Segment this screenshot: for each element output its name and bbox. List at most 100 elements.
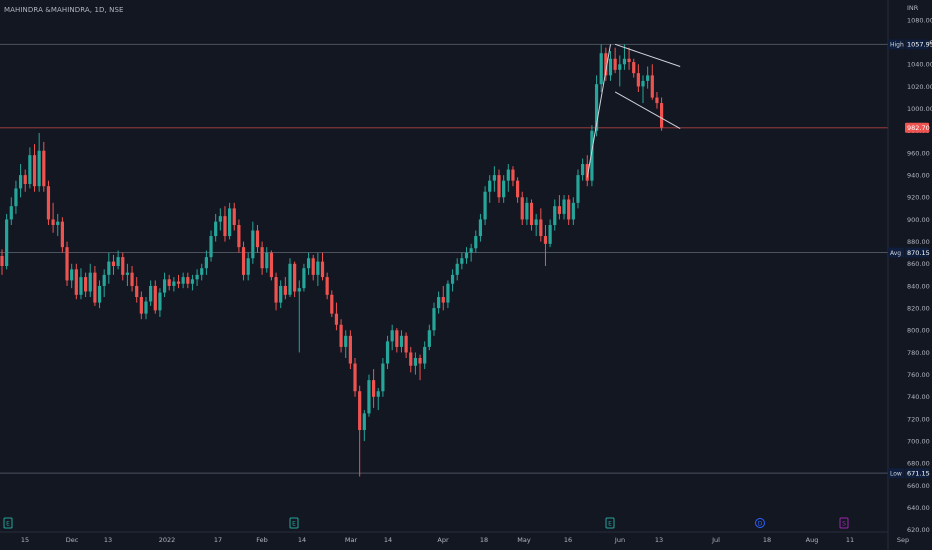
earnings-marker[interactable] [289, 517, 299, 529]
candle-body [581, 164, 585, 176]
candle-body [446, 283, 450, 303]
candle-body [395, 330, 399, 347]
dividend-marker[interactable] [755, 518, 765, 528]
candle-body [604, 53, 608, 76]
candle-body [358, 391, 362, 431]
x-tick-label: Jul [711, 536, 720, 544]
candle-body [618, 64, 622, 70]
candle-body [135, 285, 139, 298]
x-tick-label: 17 [214, 536, 222, 544]
chart-title: MAHINDRA &MAHINDRA, 1D, NSE [4, 6, 124, 14]
candle-body [5, 219, 9, 266]
candle-body [376, 391, 380, 397]
candle-body [497, 175, 501, 198]
trend-line[interactable] [614, 43, 681, 67]
earnings-marker-label: E [6, 520, 10, 527]
candle-body [367, 380, 371, 414]
candle-body [65, 247, 69, 281]
candle-body [265, 252, 269, 269]
candle-body [590, 130, 594, 181]
candle-body [153, 285, 157, 311]
x-tick-label: Dec [66, 536, 79, 544]
candle-body [279, 285, 283, 303]
candle-body [320, 261, 325, 278]
candle-body [311, 258, 315, 275]
candle-body [316, 261, 320, 275]
candle-body [543, 236, 548, 244]
candle-body [125, 272, 130, 275]
candle-body [84, 277, 88, 292]
candle-body [190, 279, 195, 284]
earnings-marker-label: E [292, 520, 296, 527]
x-tick-label: 13 [104, 536, 112, 544]
y-tick-label: 780.00 [907, 349, 930, 357]
exchange-label: NSE [109, 6, 124, 14]
earnings-marker[interactable] [3, 517, 13, 529]
earnings-marker[interactable] [605, 517, 615, 529]
candle-body [427, 330, 431, 347]
y-tick-label: 840.00 [907, 282, 930, 290]
candle-body [529, 202, 534, 225]
trend-line[interactable] [614, 91, 681, 130]
candle-body [23, 175, 27, 184]
candle-body [9, 206, 13, 220]
candle-body [88, 272, 92, 292]
candle-body [334, 313, 339, 325]
y-tick-label: 700.00 [907, 437, 930, 445]
level-value: 1057.95 [907, 41, 932, 49]
y-tick-label: 860.00 [907, 260, 930, 268]
candle-body [413, 357, 418, 366]
candle-body [181, 277, 185, 284]
candle-body [102, 274, 106, 286]
candle-body [167, 279, 171, 286]
y-tick-label: 880.00 [907, 238, 930, 246]
candle-body [274, 277, 278, 303]
level-value: 870.15 [907, 249, 930, 257]
candle-body [362, 413, 366, 431]
candle-body [158, 292, 162, 311]
candle-body [32, 155, 37, 187]
candle-body [488, 180, 492, 192]
candle-body [288, 263, 292, 295]
y-tick-label: 640.00 [907, 504, 930, 512]
candle-body [260, 247, 264, 269]
candle-body [330, 294, 334, 314]
x-tick-label: 15 [21, 536, 29, 544]
candle-body [172, 281, 176, 286]
candle-body [51, 219, 55, 225]
candle-body [93, 272, 97, 303]
candle-body [492, 175, 496, 181]
candle-body [246, 258, 250, 275]
candle-body [650, 75, 654, 98]
last-price-value: 982.70 [907, 124, 930, 132]
candle-body [432, 308, 436, 331]
candle-body [302, 268, 306, 289]
candle-body [553, 206, 557, 225]
candle-body [283, 285, 287, 295]
candle-body [70, 269, 74, 281]
candle-body [79, 277, 83, 295]
candle-body [562, 199, 566, 214]
candle-body [176, 281, 181, 284]
candle-body [339, 324, 343, 347]
candle-body [632, 62, 636, 74]
candle-body [399, 335, 404, 347]
level-value-badge [905, 247, 929, 258]
candle-body [232, 208, 236, 225]
candle-body [557, 206, 561, 214]
candle-body [641, 80, 645, 87]
candle-body [214, 221, 218, 237]
candle-body [139, 297, 143, 314]
trend-line[interactable] [586, 44, 611, 178]
candle-body [74, 269, 78, 295]
candle-body [381, 363, 385, 392]
candle-body [390, 330, 394, 342]
y-tick-label: 1080.00 [907, 16, 932, 24]
dividend-marker-label: D [758, 520, 763, 527]
candle-body [585, 164, 589, 181]
split-marker[interactable] [839, 517, 849, 529]
candle-body [209, 236, 213, 258]
y-tick-label: 940.00 [907, 171, 930, 179]
